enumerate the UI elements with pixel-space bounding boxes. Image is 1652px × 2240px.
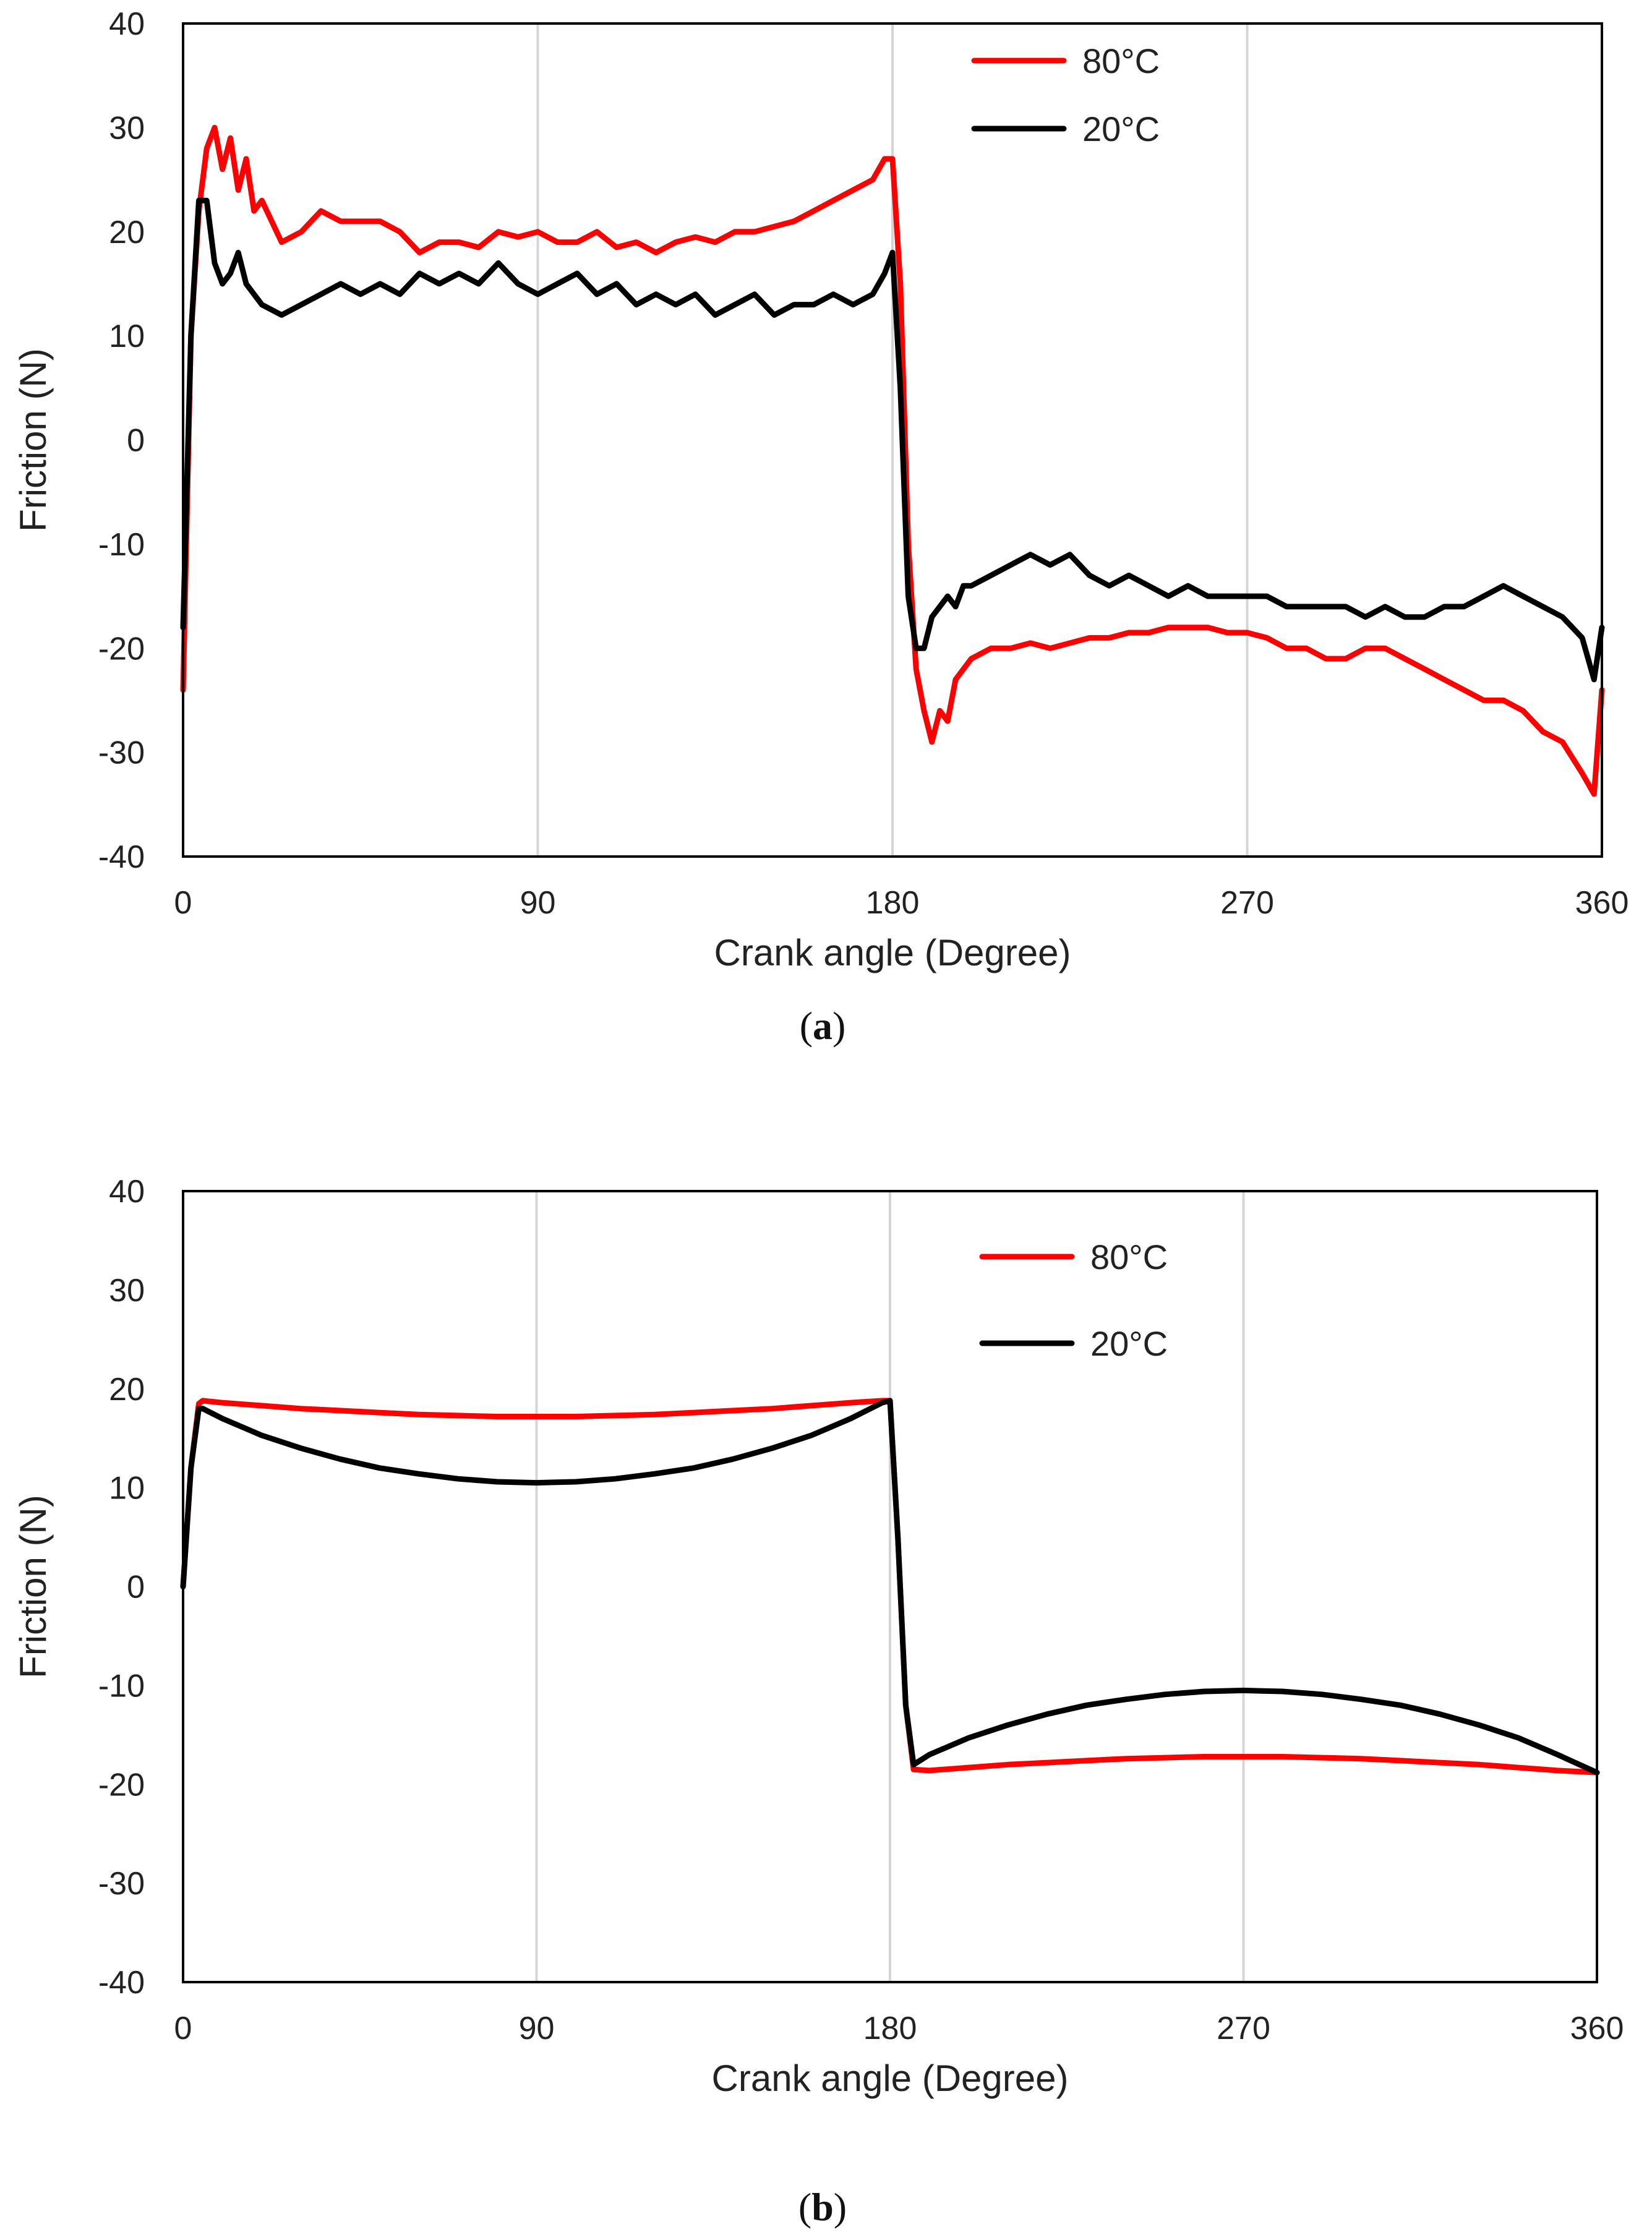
y-tick-label: -20 — [98, 1767, 145, 1803]
plot-area-frame — [182, 1190, 1598, 1983]
panel-label-open: ( — [798, 2185, 811, 2229]
chart-panel-b: 0 90 180 270 360 40 30 20 10 0 -10 -20 -30 -40 Crank … — [12, 1174, 1624, 2229]
y-tick-label: 10 — [109, 1471, 145, 1507]
y-tick-label: 30 — [109, 1273, 145, 1309]
y-tick-label: -40 — [98, 839, 145, 875]
x-tick-label: 360 — [1570, 2011, 1624, 2046]
y-tick-label: 0 — [127, 1570, 145, 1605]
series-line-20c — [180, 197, 1605, 683]
x-tick-label: 0 — [174, 2011, 192, 2046]
panel-label-letter: a — [813, 1004, 832, 1048]
x-tick-label: 270 — [1217, 2011, 1270, 2046]
panel-label-letter: b — [811, 2185, 834, 2229]
y-tick-label: 20 — [109, 215, 145, 250]
y-tick-label: 40 — [109, 6, 145, 42]
series-line-80c — [180, 124, 1605, 797]
x-tick-label: 0 — [174, 885, 192, 921]
panel-label-a: (a) — [800, 1004, 846, 1048]
x-axis-title: Crank angle (Degree) — [714, 932, 1071, 973]
y-tick-label: -40 — [98, 1965, 145, 2001]
legend-label-80c: 80°C — [1082, 41, 1160, 80]
legend: 80°C 20°C — [979, 1238, 1168, 1363]
chart-panel-a: 0 90 180 270 360 40 30 20 10 0 -10 -20 -30 -40 Crank … — [12, 6, 1628, 1048]
plot-area-frame — [182, 22, 1603, 858]
legend: 80°C 20°C — [971, 41, 1160, 148]
panel-label-close: ) — [834, 2185, 847, 2229]
panel-label-b: (b) — [798, 2185, 847, 2229]
legend-label-20c: 20°C — [1090, 1324, 1168, 1363]
panel-label-open: ( — [800, 1004, 813, 1048]
x-tick-label: 90 — [520, 885, 556, 921]
y-tick-label: -10 — [98, 1668, 145, 1704]
y-tick-label: -20 — [98, 631, 145, 667]
y-tick-label: 40 — [109, 1174, 145, 1210]
x-tick-label: 180 — [863, 2011, 917, 2046]
y-tick-label: -30 — [98, 1866, 145, 1902]
y-tick-label: 10 — [109, 318, 145, 354]
y-tick-label: 20 — [109, 1372, 145, 1408]
x-tick-label: 360 — [1575, 885, 1629, 921]
series-line-20c — [180, 1398, 1600, 1776]
legend-label-20c: 20°C — [1082, 109, 1160, 148]
x-tick-label: 180 — [866, 885, 920, 921]
x-tick-label: 270 — [1220, 885, 1274, 921]
y-tick-label: 30 — [109, 110, 145, 146]
legend-label-80c: 80°C — [1090, 1238, 1168, 1276]
y-tick-label: -30 — [98, 735, 145, 771]
y-tick-label: -10 — [98, 527, 145, 563]
x-tick-label: 90 — [519, 2011, 555, 2046]
panel-label-close: ) — [832, 1004, 845, 1048]
y-axis-title: Friction (N) — [12, 348, 54, 532]
x-axis-title: Crank angle (Degree) — [712, 2058, 1069, 2099]
y-axis-title: Friction (N) — [12, 1495, 54, 1678]
y-tick-label: 0 — [127, 423, 145, 459]
